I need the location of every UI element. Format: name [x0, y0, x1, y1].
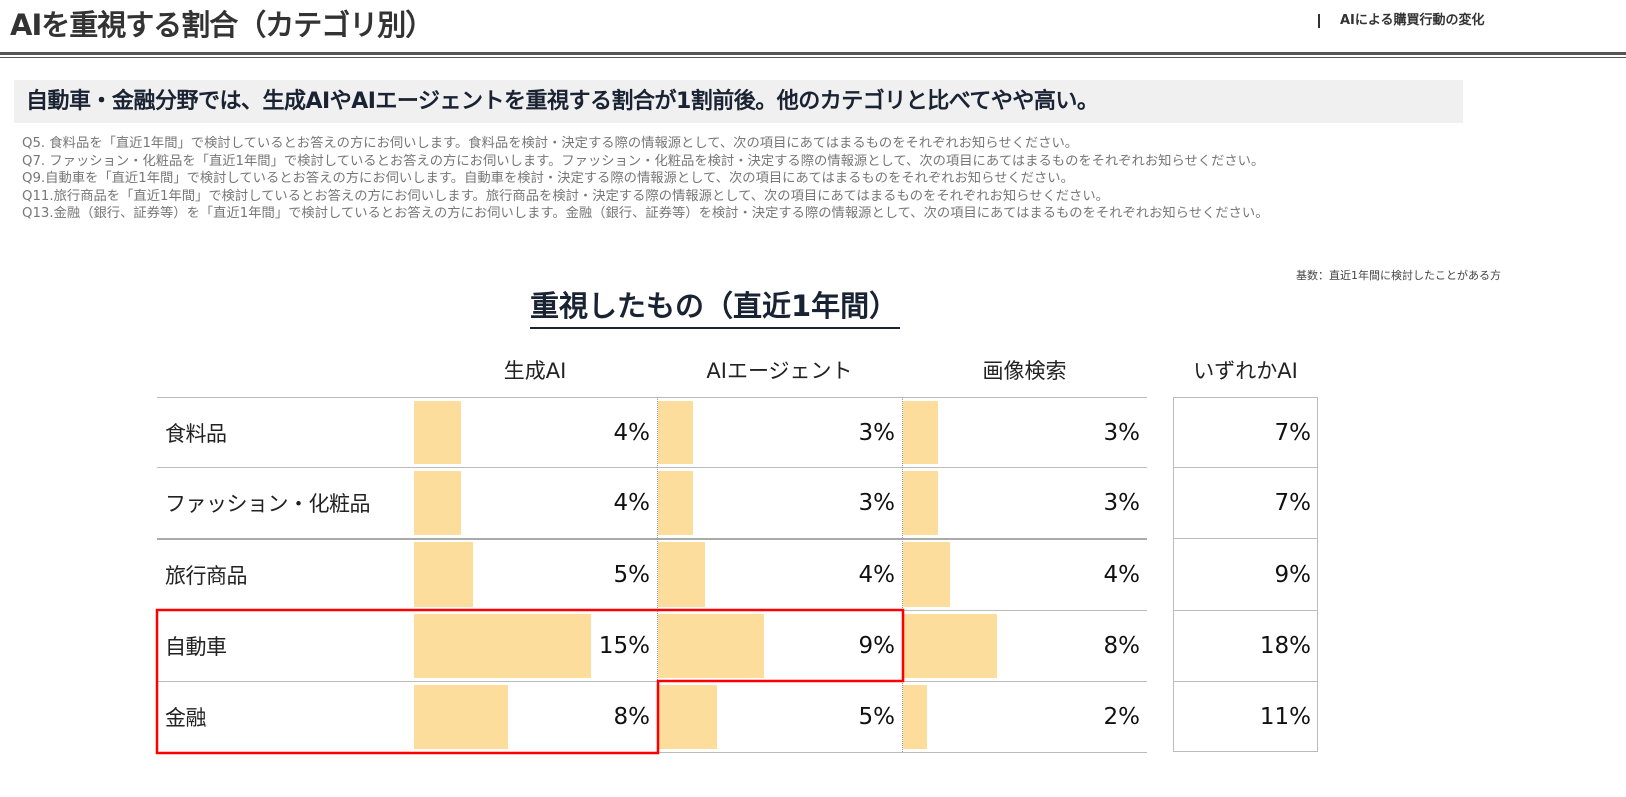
value-cell: 4% — [903, 542, 1146, 607]
row-label: ファッション・化粧品 — [165, 492, 371, 516]
value-label: 8% — [1103, 633, 1141, 659]
value-label: 3% — [858, 490, 896, 516]
value-label: 5% — [858, 704, 896, 730]
value-label: 5% — [613, 561, 651, 588]
row-divider — [1173, 681, 1318, 682]
column-divider — [902, 397, 903, 752]
value-bar — [414, 471, 462, 535]
row-divider — [157, 610, 1147, 611]
value-bar — [658, 685, 717, 749]
value-label: 9% — [1274, 561, 1312, 588]
value-cell: 7% — [1174, 471, 1317, 535]
question-note: Q7. ファッション・化粧品を「直近1年間」で検討しているとお答えの方にお伺いし… — [22, 153, 1265, 169]
value-cell: 9% — [1174, 542, 1317, 607]
divider — [0, 52, 1626, 55]
value-cell: 4% — [414, 401, 656, 464]
value-cell: 9% — [658, 614, 901, 678]
question-note: Q5. 食料品を「直近1年間」で検討しているとお答えの方にお伺いします。食料品を… — [22, 136, 1079, 151]
row-divider — [157, 752, 1147, 753]
value-label: 4% — [613, 490, 651, 516]
value-cell: 11% — [1174, 685, 1317, 749]
value-cell: 8% — [414, 685, 656, 749]
value-bar — [658, 471, 694, 535]
value-bar — [414, 685, 509, 749]
value-label: 8% — [613, 704, 651, 730]
value-label: 15% — [598, 633, 650, 659]
value-cell: 3% — [903, 471, 1146, 535]
value-label: 7% — [1274, 419, 1312, 446]
page-title: AIを重視する割合（カテゴリ別） — [10, 8, 434, 42]
row-divider — [1173, 610, 1318, 611]
value-bar — [414, 542, 473, 607]
value-label: 18% — [1259, 633, 1311, 659]
value-cell: 4% — [658, 542, 901, 607]
value-bar — [658, 401, 694, 464]
question-note: Q13.金融（銀行、証券等）を「直近1年間」で検討しているとお答えの方にお伺いし… — [22, 206, 1269, 221]
value-bar — [903, 685, 927, 749]
row-label: 自動車 — [165, 635, 227, 659]
value-cell: 5% — [658, 685, 901, 749]
row-divider — [157, 538, 1147, 540]
row-label: 旅行商品 — [165, 563, 248, 588]
section-label: AIによる購買行動の変化 — [1318, 14, 1485, 28]
value-cell: 3% — [658, 471, 901, 535]
value-label: 4% — [613, 419, 651, 446]
value-label: 4% — [1103, 561, 1141, 588]
row-divider — [157, 681, 1147, 682]
value-bar — [658, 614, 765, 678]
value-cell: 5% — [414, 542, 656, 607]
column-header: 画像検索 — [982, 359, 1067, 383]
value-bar — [903, 471, 939, 535]
value-bar — [658, 542, 706, 607]
value-label: 7% — [1274, 490, 1312, 516]
value-bar — [903, 614, 998, 678]
value-label: 3% — [858, 419, 896, 446]
column-header: いずれかAI — [1193, 359, 1298, 383]
row-divider — [1173, 538, 1318, 539]
question-notes: Q5. 食料品を「直近1年間」で検討しているとお答えの方にお伺いします。食料品を… — [22, 135, 1269, 223]
question-note: Q11.旅行商品を「直近1年間」で検討しているとお答えの方にお伺いします。旅行商… — [22, 188, 1109, 204]
chart-title: 重視したもの（直近1年間） — [530, 283, 901, 329]
value-cell: 2% — [903, 685, 1146, 749]
value-bar — [903, 542, 951, 607]
value-label: 2% — [1103, 704, 1141, 730]
column-header: 生成AI — [503, 359, 567, 383]
value-cell: 7% — [1174, 401, 1317, 464]
row-divider — [157, 397, 1147, 398]
value-label: 11% — [1259, 704, 1311, 730]
question-note: Q9.自動車を「直近1年間」で検討しているとお答えの方にお伺いします。自動車を検… — [22, 171, 1074, 186]
base-note: 基数：直近1年間に検討したことがある方 — [1296, 269, 1501, 282]
value-cell: 15% — [414, 614, 656, 678]
column-divider — [657, 397, 658, 752]
value-cell: 3% — [903, 401, 1146, 464]
value-label: 3% — [1103, 419, 1141, 446]
value-label: 4% — [858, 561, 896, 588]
row-label: 金融 — [165, 706, 207, 730]
value-bar — [414, 401, 462, 464]
total-column-box — [1173, 397, 1318, 752]
column-header: AIエージェント — [706, 359, 853, 383]
value-label: 3% — [1103, 490, 1141, 516]
divider — [0, 57, 1626, 58]
headline: 自動車・金融分野では、生成AIやAIエージェントを重視する割合が1割前後。他のカ… — [14, 80, 1463, 123]
row-divider — [157, 467, 1147, 468]
row-label: 食料品 — [165, 421, 227, 446]
value-cell: 4% — [414, 471, 656, 535]
value-bar — [414, 614, 591, 678]
row-divider — [1173, 467, 1318, 468]
value-cell: 8% — [903, 614, 1146, 678]
value-cell: 3% — [658, 401, 901, 464]
value-bar — [903, 401, 939, 464]
value-cell: 18% — [1174, 614, 1317, 678]
value-label: 9% — [858, 633, 896, 659]
